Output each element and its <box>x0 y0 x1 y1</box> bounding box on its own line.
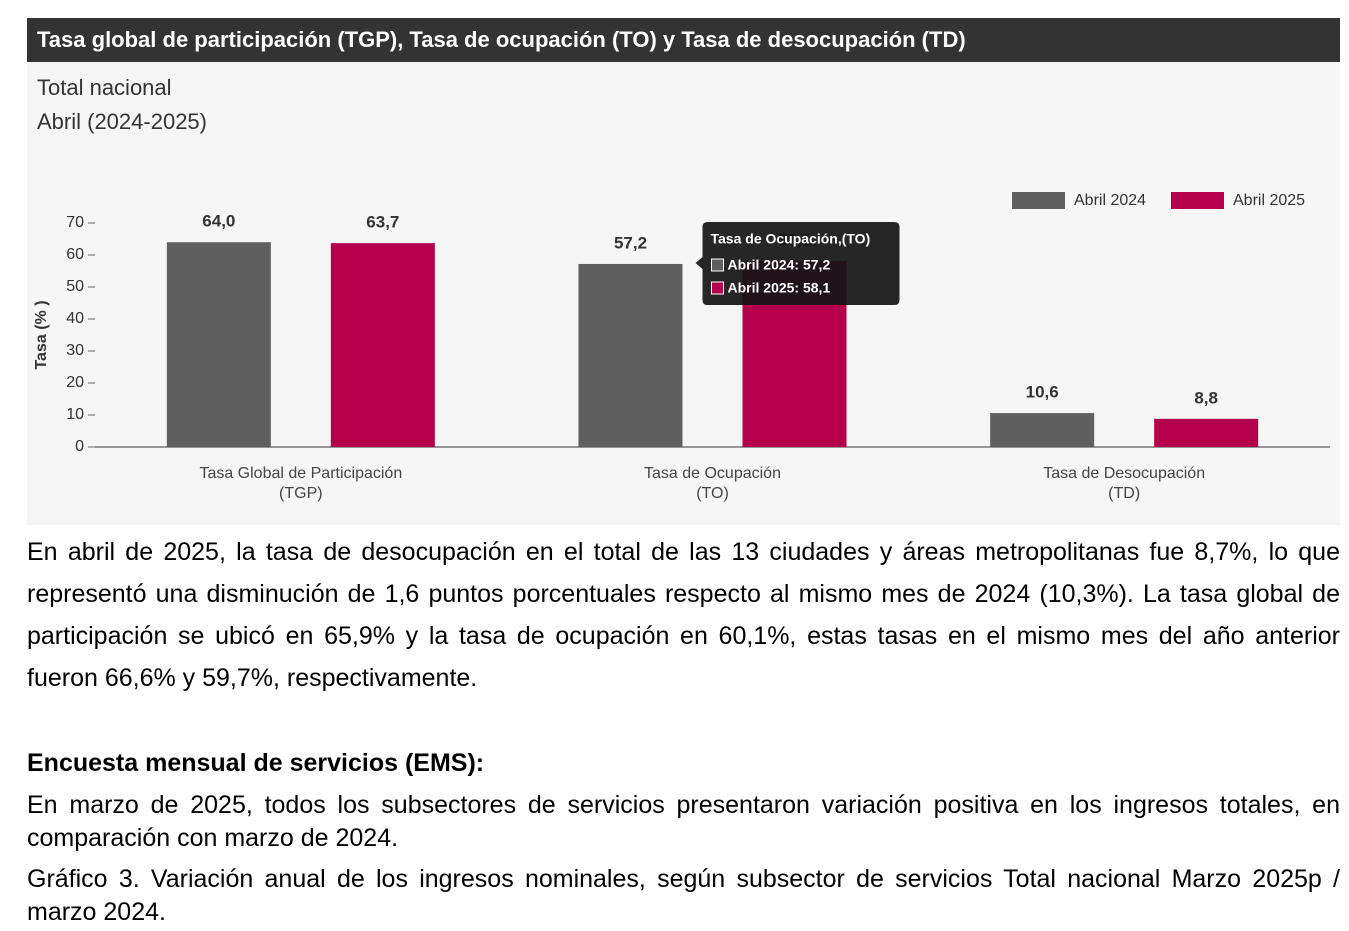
bar <box>990 413 1095 447</box>
tooltip-box <box>695 222 900 305</box>
data-label: 8,8 <box>1194 388 1218 407</box>
bar <box>166 242 271 447</box>
y-tick-label: 50 <box>66 278 84 295</box>
bar <box>578 263 683 447</box>
title-bar <box>27 18 1340 62</box>
legend-swatch <box>1171 192 1224 209</box>
x-tick-label: (TGP) <box>279 485 323 502</box>
data-label: 10,6 <box>1026 383 1059 402</box>
paragraph: Gráfico 3. Variación anual de los ingres… <box>27 865 1340 926</box>
chart-subtitle: Total nacional <box>37 75 172 100</box>
tooltip-swatch <box>711 281 724 295</box>
chart-subtitle: Abril (2024-2025) <box>37 109 207 134</box>
y-axis-label: Tasa (% ) <box>33 300 50 369</box>
y-tick-label: 60 <box>66 246 84 263</box>
data-label: 64,0 <box>202 212 235 231</box>
y-tick-label: 10 <box>66 406 84 423</box>
tooltip-swatch <box>711 258 724 272</box>
y-tick-label: 40 <box>66 310 84 327</box>
chart-title: Tasa global de participación (TGP), Tasa… <box>37 27 966 52</box>
x-tick-label: Tasa de Desocupación <box>1043 465 1205 482</box>
x-tick-label: Tasa Global de Participación <box>199 465 402 482</box>
y-tick-label: 0 <box>75 438 84 455</box>
x-tick-label: (TO) <box>696 485 729 502</box>
paragraph: En marzo de 2025, todos los subsectores … <box>27 791 1340 852</box>
chart: Tasa global de participación (TGP), Tasa… <box>27 18 1340 525</box>
tooltip: Tasa de Ocupación,(TO) Abril 2024: 57,2 Ab… <box>695 222 900 305</box>
bar <box>1154 418 1259 447</box>
y-tick-label: 70 <box>66 214 84 231</box>
y-tick-label: 30 <box>66 342 84 359</box>
data-label: 57,2 <box>614 233 647 252</box>
bar <box>330 243 435 447</box>
legend-label: Abril 2024 <box>1074 192 1146 209</box>
tooltip-title: Tasa de Ocupación,(TO) <box>711 231 871 247</box>
x-tick-label: Tasa de Ocupación <box>644 465 781 482</box>
heading: Encuesta mensual de servicios (EMS): <box>27 749 485 777</box>
tooltip-item: Abril 2024: 57,2 <box>728 257 831 273</box>
legend-swatch <box>1012 192 1065 209</box>
paragraph: En abril de 2025, la tasa de desocupació… <box>27 538 1340 692</box>
y-tick-label: 20 <box>66 374 84 391</box>
data-label: 63,7 <box>366 213 399 232</box>
legend-label: Abril 2025 <box>1233 192 1305 209</box>
x-tick-label: (TD) <box>1108 485 1140 502</box>
tooltip-item: Abril 2025: 58,1 <box>728 280 831 296</box>
